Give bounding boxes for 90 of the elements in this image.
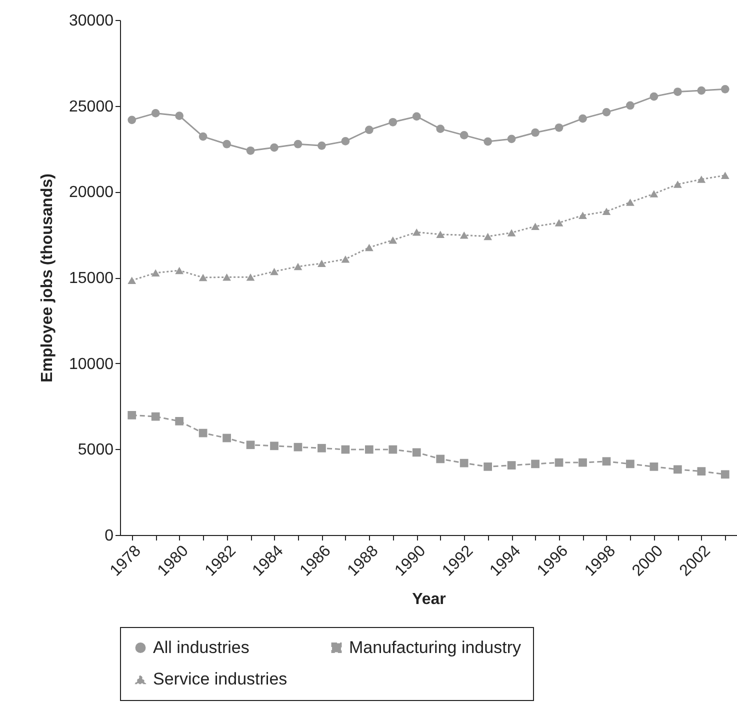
point — [294, 140, 302, 148]
point — [341, 256, 350, 263]
point — [388, 236, 398, 244]
point — [602, 108, 611, 116]
point — [364, 445, 374, 454]
point — [460, 458, 468, 468]
point — [198, 132, 208, 141]
point — [626, 460, 634, 468]
point — [507, 134, 516, 144]
point — [484, 137, 492, 146]
point — [436, 454, 445, 464]
point — [246, 440, 255, 450]
point — [697, 86, 706, 95]
point — [128, 276, 136, 284]
point — [531, 128, 540, 137]
point — [507, 229, 516, 236]
point — [388, 118, 398, 126]
point — [578, 212, 587, 219]
point — [602, 208, 611, 216]
point — [151, 109, 160, 118]
point — [673, 180, 682, 188]
point — [175, 266, 184, 274]
point — [412, 228, 421, 236]
y-tick-label: 15000 — [69, 270, 114, 287]
point — [151, 412, 160, 421]
point — [531, 460, 540, 468]
y-tick-label: 20000 — [69, 184, 114, 202]
y-tick-label: 10000 — [69, 356, 114, 373]
point — [246, 274, 255, 281]
point — [175, 417, 184, 426]
y-axis-title: Employee jobs (thousands) — [39, 174, 56, 382]
point — [341, 137, 350, 146]
point — [484, 232, 492, 240]
point — [294, 262, 302, 270]
point — [460, 131, 468, 140]
point — [554, 458, 564, 467]
y-tick-label: 5000 — [78, 442, 114, 459]
point — [554, 219, 564, 226]
y-tick-label: 25000 — [69, 98, 114, 116]
point — [507, 461, 516, 470]
legend-label: Service industries — [153, 670, 288, 688]
point — [673, 88, 682, 96]
point — [673, 465, 682, 474]
point — [554, 123, 564, 132]
point — [697, 467, 706, 476]
point — [697, 176, 706, 183]
point — [578, 114, 587, 123]
point — [318, 444, 326, 452]
point — [151, 269, 160, 276]
point — [720, 172, 730, 179]
point — [650, 92, 658, 101]
x-axis-title: Year — [412, 590, 446, 608]
point — [128, 410, 136, 420]
point — [198, 428, 208, 438]
point — [270, 143, 278, 152]
point — [720, 470, 730, 479]
point — [364, 126, 374, 134]
y-tick-label: 30000 — [69, 12, 114, 30]
point — [720, 85, 730, 94]
point — [602, 457, 611, 466]
point — [364, 244, 374, 252]
point — [388, 445, 398, 454]
point — [436, 124, 445, 134]
point — [650, 190, 658, 198]
point — [270, 268, 278, 276]
legend-label: Manufacturing industry — [349, 638, 522, 657]
point — [436, 230, 445, 238]
point — [198, 274, 208, 282]
point — [128, 116, 136, 124]
point — [626, 101, 634, 110]
point — [412, 448, 421, 457]
point — [270, 442, 278, 450]
legend-label: All industries — [153, 638, 250, 657]
point — [175, 112, 184, 120]
point — [246, 146, 255, 155]
point — [294, 442, 302, 452]
point — [222, 274, 231, 281]
y-tick-label: 0 — [104, 528, 114, 544]
point — [650, 462, 658, 471]
point — [318, 141, 326, 150]
point — [341, 445, 350, 454]
point — [222, 434, 231, 442]
point — [578, 458, 587, 467]
point — [222, 140, 231, 148]
point — [531, 222, 540, 230]
point — [412, 112, 421, 121]
point — [626, 198, 634, 206]
point — [484, 462, 492, 471]
point — [318, 260, 326, 268]
point — [460, 231, 468, 239]
